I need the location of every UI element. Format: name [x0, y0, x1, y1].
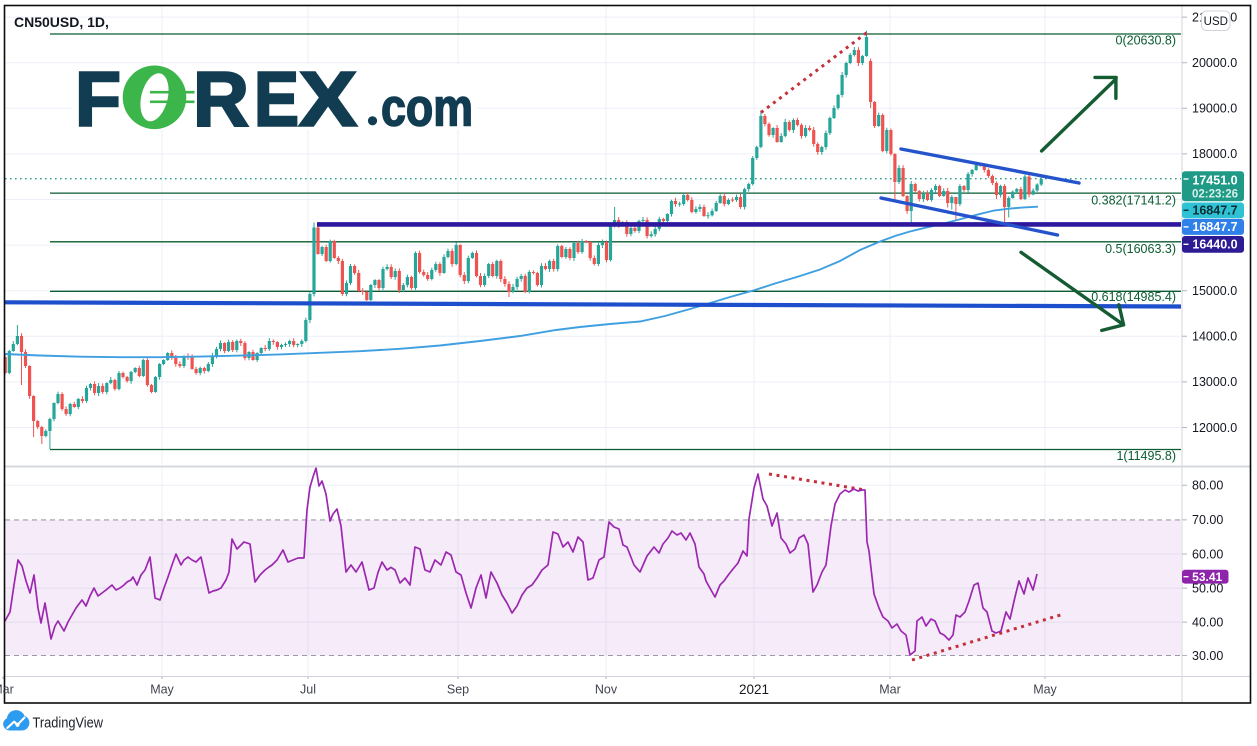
svg-text:0.5(16063.3): 0.5(16063.3): [1105, 242, 1176, 256]
svg-text:80.00: 80.00: [1192, 479, 1223, 493]
svg-text:E: E: [254, 56, 299, 142]
svg-text:30.00: 30.00: [1192, 649, 1223, 663]
svg-text:12000.0: 12000.0: [1192, 421, 1237, 435]
svg-text:19000.0: 19000.0: [1192, 102, 1237, 116]
svg-text:2021: 2021: [739, 682, 769, 697]
svg-text:Mar: Mar: [879, 683, 901, 697]
svg-text:20000.0: 20000.0: [1192, 56, 1237, 70]
svg-text:Mar: Mar: [0, 683, 14, 697]
svg-text:X: X: [299, 56, 357, 142]
svg-text:CN50USD, 1D,: CN50USD, 1D,: [14, 14, 109, 30]
svg-text:17451.0: 17451.0: [1192, 174, 1237, 188]
svg-text:16440.0: 16440.0: [1192, 238, 1237, 252]
svg-text:Jul: Jul: [300, 683, 316, 697]
svg-text:May: May: [150, 683, 174, 697]
svg-text:USD: USD: [1204, 16, 1228, 28]
svg-text:15000.0: 15000.0: [1192, 284, 1237, 298]
svg-text:13000.0: 13000.0: [1192, 375, 1237, 389]
svg-text:02:23:26: 02:23:26: [1192, 188, 1238, 200]
svg-text:0.382(17141.2): 0.382(17141.2): [1091, 193, 1176, 207]
svg-text:0.618(14985.4): 0.618(14985.4): [1091, 290, 1176, 304]
svg-text:70.00: 70.00: [1192, 513, 1223, 527]
svg-text:0(20630.8): 0(20630.8): [1116, 34, 1176, 48]
svg-text:16847.7: 16847.7: [1192, 204, 1237, 218]
svg-text:1(11495.8): 1(11495.8): [1116, 449, 1176, 463]
svg-text:F: F: [75, 56, 121, 142]
svg-text:18000.0: 18000.0: [1192, 147, 1237, 161]
svg-text:40.00: 40.00: [1192, 615, 1223, 629]
svg-text:com: com: [381, 78, 473, 137]
svg-text:53.41: 53.41: [1192, 570, 1222, 584]
svg-text:60.00: 60.00: [1192, 547, 1223, 561]
svg-text:50.00: 50.00: [1192, 581, 1223, 595]
svg-text:TradingView: TradingView: [33, 716, 104, 732]
svg-text:R: R: [193, 56, 249, 142]
svg-text:May: May: [1033, 683, 1057, 697]
svg-text:Sep: Sep: [447, 683, 469, 697]
svg-text:Nov: Nov: [595, 683, 618, 697]
svg-text:14000.0: 14000.0: [1192, 330, 1237, 344]
svg-text:16847.7: 16847.7: [1192, 220, 1237, 234]
